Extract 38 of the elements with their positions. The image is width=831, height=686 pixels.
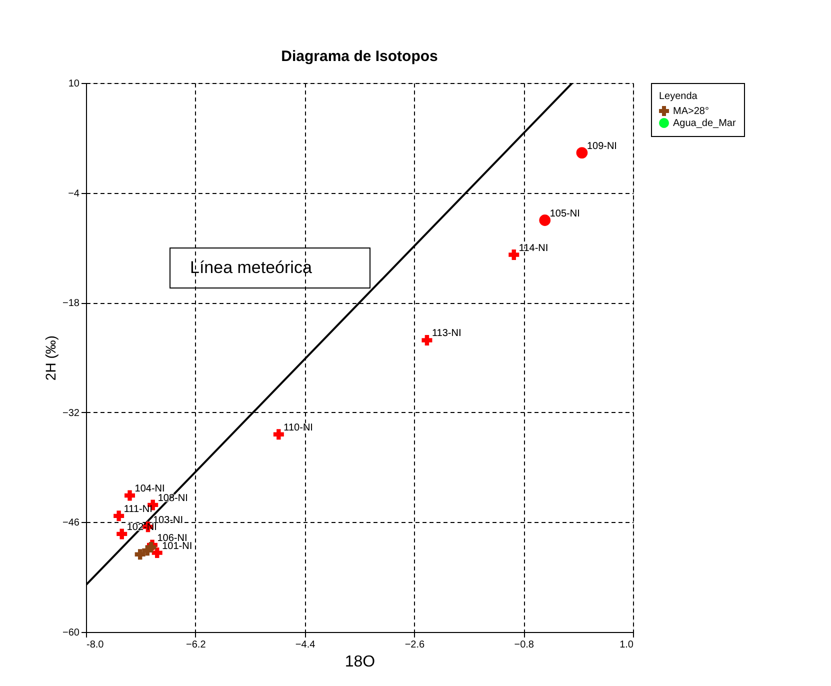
x-tick-label: -8.0 bbox=[86, 640, 104, 650]
x-tick-label: −2.6 bbox=[404, 640, 426, 650]
annotation: 101-NI bbox=[162, 540, 192, 552]
x-tick-label: 1.0 bbox=[620, 640, 634, 650]
legend-label: MA>28° bbox=[673, 106, 709, 117]
y-axis-title: 2H (‰) bbox=[42, 335, 59, 381]
point bbox=[508, 250, 520, 260]
y-tick-label: −4 bbox=[68, 188, 80, 200]
y-tick-label: 10 bbox=[68, 78, 80, 90]
point bbox=[116, 528, 128, 540]
y-tick-label: −18 bbox=[62, 298, 80, 310]
point bbox=[134, 549, 146, 560]
x-axis-title: 18O bbox=[344, 654, 376, 670]
point bbox=[273, 429, 284, 440]
y-tick-label: −46 bbox=[62, 518, 80, 529]
point bbox=[124, 490, 136, 501]
annotation: 111-NI bbox=[124, 504, 152, 515]
annotation: 104-NI bbox=[134, 484, 165, 495]
x-tick-label: −4.4 bbox=[295, 640, 316, 650]
y-tick-label: −60 bbox=[62, 628, 80, 638]
annotation: Línea meteórica bbox=[190, 258, 312, 277]
legend-title: Leyenda bbox=[659, 91, 698, 102]
x-tick-label: −0.8 bbox=[514, 640, 534, 650]
point bbox=[146, 542, 156, 553]
annotation: 110-NI bbox=[284, 422, 313, 434]
point bbox=[576, 147, 588, 158]
annotation: 109-NI bbox=[586, 140, 617, 152]
point bbox=[422, 335, 432, 346]
point bbox=[539, 214, 551, 226]
y-tick-label: −32 bbox=[62, 408, 80, 419]
annotation: 114-NI bbox=[518, 242, 548, 254]
annotation: 113-NI bbox=[432, 328, 462, 340]
annotation: 105-NI bbox=[550, 208, 580, 220]
x-tick-label: −6.2 bbox=[186, 640, 206, 650]
point bbox=[114, 510, 124, 522]
legend-label: Agua_de_Mar bbox=[673, 118, 736, 129]
point bbox=[152, 548, 162, 558]
chart-title: Diagrama de Isotopos bbox=[281, 48, 438, 65]
